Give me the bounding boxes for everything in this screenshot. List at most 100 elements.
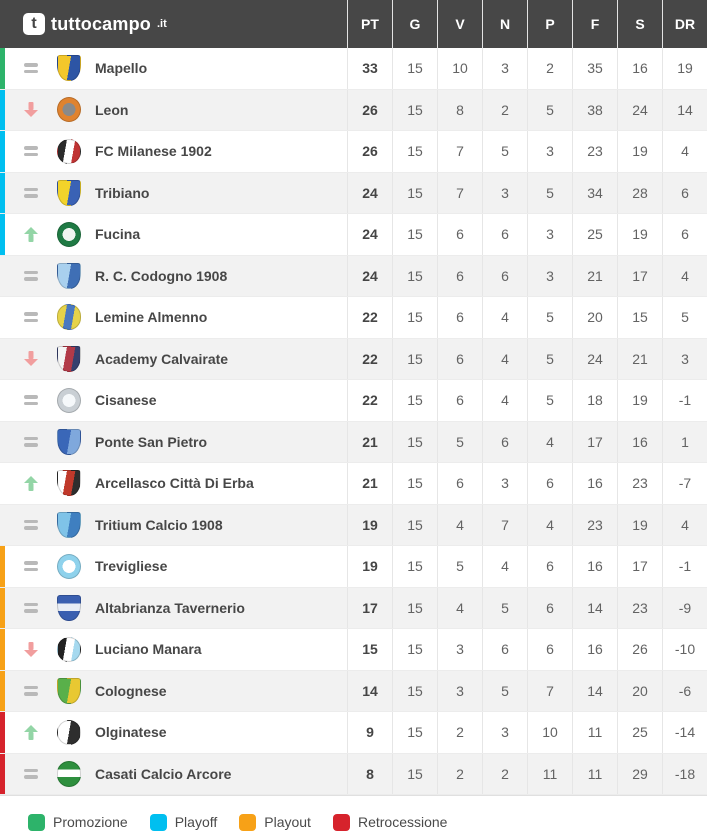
cell-n: 3 (482, 712, 527, 753)
table-row[interactable]: Mapello 33 15 10 3 2 35 16 19 (0, 48, 707, 90)
table-row[interactable]: R. C. Codogno 1908 24 15 6 6 3 21 17 4 (0, 255, 707, 297)
cell-dr: -1 (662, 380, 707, 421)
cell-dr: 5 (662, 297, 707, 338)
zone-bar (0, 629, 5, 670)
cell-g: 15 (392, 48, 437, 89)
brand-logo[interactable]: t tuttocampo .it (0, 0, 347, 48)
zone-bar (0, 753, 5, 794)
cell-g: 15 (392, 712, 437, 753)
team-crest (57, 345, 81, 372)
table-row[interactable]: Lemine Almenno 22 15 6 4 5 20 15 5 (0, 297, 707, 339)
cell-f: 25 (572, 214, 617, 255)
team-name: Ponte San Pietro (95, 433, 208, 450)
cell-f: 21 (572, 255, 617, 296)
cell-dr: 1 (662, 421, 707, 462)
team-name: Colognese (95, 682, 167, 699)
cell-f: 34 (572, 172, 617, 213)
team-crest (57, 387, 81, 413)
cell-v: 8 (437, 89, 482, 130)
cell-f: 11 (572, 712, 617, 753)
cell-p: 5 (527, 380, 572, 421)
cell-f: 16 (572, 629, 617, 670)
cell-n: 2 (482, 89, 527, 130)
legend-swatch-icon (28, 813, 45, 831)
cell-v: 10 (437, 48, 482, 89)
zone-bar (0, 339, 5, 380)
equal-icon (24, 560, 38, 573)
table-row[interactable]: Leon 26 15 8 2 5 38 24 14 (0, 89, 707, 131)
zone-bar (0, 214, 5, 255)
legend-label: Promozione (53, 814, 128, 830)
column-header-n: N (482, 0, 527, 48)
cell-s: 17 (617, 255, 662, 296)
legend-label: Retrocessione (357, 814, 448, 830)
cell-v: 3 (437, 670, 482, 711)
team-name: Leon (95, 101, 129, 118)
cell-g: 15 (392, 255, 437, 296)
table-row[interactable]: Tritium Calcio 1908 19 15 4 7 4 23 19 4 (0, 504, 707, 546)
cell-v: 5 (437, 546, 482, 587)
legend-swatch-icon (239, 813, 257, 831)
arrow-up-icon (24, 228, 38, 241)
cell-s: 21 (617, 338, 662, 379)
team-crest (57, 553, 81, 579)
cell-v: 6 (437, 463, 482, 504)
table-row[interactable]: Tribiano 24 15 7 3 5 34 28 6 (0, 172, 707, 214)
cell-n: 6 (482, 255, 527, 296)
cell-n: 4 (482, 338, 527, 379)
equal-icon (24, 145, 38, 158)
cell-v: 2 (437, 753, 482, 794)
table-row[interactable]: Altabrianza Tavernerio 17 15 4 5 6 14 23… (0, 587, 707, 629)
cell-n: 6 (482, 421, 527, 462)
table-row[interactable]: Colognese 14 15 3 5 7 14 20 -6 (0, 670, 707, 712)
equal-icon (24, 62, 38, 75)
arrow-down-icon (24, 103, 38, 116)
cell-dr: -6 (662, 670, 707, 711)
table-row[interactable]: FC Milanese 1902 26 15 7 5 3 23 19 4 (0, 131, 707, 173)
team-name: Casati Calcio Arcore (95, 765, 232, 782)
cell-v: 7 (437, 172, 482, 213)
cell-pt: 14 (347, 670, 392, 711)
cell-f: 16 (572, 546, 617, 587)
zone-bar (0, 670, 5, 711)
team-crest (57, 760, 81, 787)
cell-pt: 26 (347, 131, 392, 172)
column-header-dr: DR (662, 0, 707, 48)
team-name: Mapello (95, 60, 148, 77)
cell-pt: 24 (347, 255, 392, 296)
cell-p: 5 (527, 172, 572, 213)
table-row[interactable]: Casati Calcio Arcore 8 15 2 2 11 11 29 -… (0, 753, 707, 795)
cell-f: 11 (572, 753, 617, 794)
table-row[interactable]: Luciano Manara 15 15 3 6 6 16 26 -10 (0, 629, 707, 671)
table-row[interactable]: Academy Calvairate 22 15 6 4 5 24 21 3 (0, 338, 707, 380)
table-row[interactable]: Fucina 24 15 6 6 3 25 19 6 (0, 214, 707, 256)
cell-p: 5 (527, 89, 572, 130)
cell-s: 19 (617, 504, 662, 545)
cell-s: 17 (617, 546, 662, 587)
table-row[interactable]: Ponte San Pietro 21 15 5 6 4 17 16 1 (0, 421, 707, 463)
zone-bar (0, 89, 5, 130)
table-row[interactable]: Olginatese 9 15 2 3 10 11 25 -14 (0, 712, 707, 754)
cell-g: 15 (392, 504, 437, 545)
cell-p: 3 (527, 131, 572, 172)
zone-bar (0, 172, 5, 213)
zone-bar (0, 505, 5, 546)
column-header-pt: PT (347, 0, 392, 48)
cell-s: 16 (617, 48, 662, 89)
cell-v: 6 (437, 297, 482, 338)
team-crest (57, 719, 81, 745)
table-row[interactable]: Arcellasco Città Di Erba 21 15 6 3 6 16 … (0, 463, 707, 505)
team-crest (57, 55, 81, 82)
column-header-f: F (572, 0, 617, 48)
arrow-up-icon (24, 477, 38, 490)
team-crest (57, 138, 81, 164)
team-crest (57, 677, 81, 704)
team-crest (57, 636, 81, 662)
cell-v: 6 (437, 380, 482, 421)
cell-g: 15 (392, 629, 437, 670)
table-row[interactable]: Trevigliese 19 15 5 4 6 16 17 -1 (0, 546, 707, 588)
column-header-v: V (437, 0, 482, 48)
table-row[interactable]: Cisanese 22 15 6 4 5 18 19 -1 (0, 380, 707, 422)
equal-icon (24, 311, 38, 324)
